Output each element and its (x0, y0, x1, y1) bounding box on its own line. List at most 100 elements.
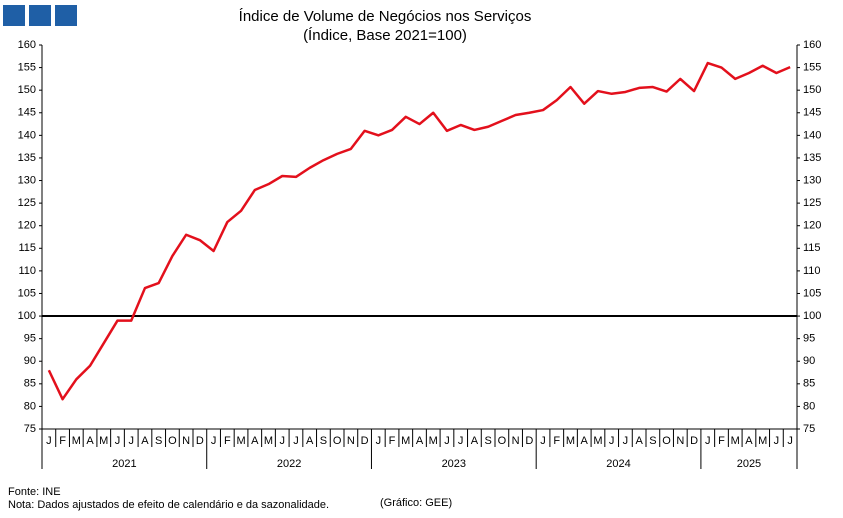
x-tick-label: M (401, 435, 410, 447)
y2-tick-label: 140 (803, 129, 821, 141)
x-tick-label: J (774, 435, 780, 447)
y-tick-label: 160 (18, 39, 36, 51)
year-label: 2025 (737, 458, 761, 470)
x-tick-label: N (512, 435, 520, 447)
y2-tick-label: 85 (803, 378, 815, 390)
y2-tick-label: 95 (803, 333, 815, 345)
x-tick-label: M (99, 435, 108, 447)
x-tick-label: M (593, 435, 602, 447)
note: Nota: Dados ajustados de efeito de calen… (8, 499, 329, 511)
x-tick-label: A (581, 435, 589, 447)
x-tick-label: F (553, 435, 560, 447)
x-tick-label: M (429, 435, 438, 447)
year-label: 2021 (112, 458, 136, 470)
x-tick-label: M (264, 435, 273, 447)
y2-tick-label: 75 (803, 423, 815, 435)
x-tick-label: S (649, 435, 656, 447)
x-tick-label: A (141, 435, 149, 447)
x-tick-label: D (361, 435, 369, 447)
x-tick-label: F (389, 435, 396, 447)
x-tick-label: D (525, 435, 533, 447)
y2-tick-label: 125 (803, 197, 821, 209)
y-tick-label: 95 (24, 333, 36, 345)
x-tick-label: J (609, 435, 615, 447)
x-tick-label: S (155, 435, 162, 447)
y2-tick-label: 115 (803, 242, 821, 254)
x-tick-label: M (731, 435, 740, 447)
x-tick-label: M (236, 435, 245, 447)
x-tick-label: S (484, 435, 491, 447)
x-tick-label: M (758, 435, 767, 447)
source: Fonte: INE (8, 486, 61, 498)
x-tick-label: J (458, 435, 464, 447)
y2-tick-label: 130 (803, 174, 821, 186)
x-tick-label: J (279, 435, 285, 447)
x-tick-label: O (662, 435, 671, 447)
x-tick-label: J (128, 435, 134, 447)
y-tick-label: 105 (18, 287, 36, 299)
credit: (Gráfico: GEE) (380, 497, 452, 509)
x-tick-label: O (333, 435, 342, 447)
y-tick-label: 90 (24, 355, 36, 367)
y2-tick-label: 105 (803, 287, 821, 299)
x-tick-label: F (224, 435, 231, 447)
y2-tick-label: 150 (803, 84, 821, 96)
y-tick-label: 100 (18, 310, 36, 322)
y-tick-label: 155 (18, 61, 36, 73)
y-tick-label: 150 (18, 84, 36, 96)
x-tick-label: J (293, 435, 299, 447)
y-tick-label: 115 (18, 242, 36, 254)
x-tick-label: O (168, 435, 177, 447)
x-tick-label: A (416, 435, 424, 447)
chart-title: Índice de Volume de Negócios nos Serviço… (239, 8, 532, 25)
x-tick-label: S (320, 435, 327, 447)
chart-subtitle: (Índice, Base 2021=100) (303, 27, 467, 44)
y-tick-label: 80 (24, 400, 36, 412)
x-tick-label: A (635, 435, 643, 447)
y2-tick-label: 155 (803, 61, 821, 73)
y-tick-label: 140 (18, 129, 36, 141)
y2-tick-label: 160 (803, 39, 821, 51)
y-tick-label: 85 (24, 378, 36, 390)
y-tick-label: 75 (24, 423, 36, 435)
x-tick-label: J (444, 435, 450, 447)
year-label: 2023 (442, 458, 466, 470)
x-tick-label: A (251, 435, 259, 447)
y2-tick-label: 135 (803, 152, 821, 164)
y2-tick-label: 110 (803, 265, 821, 277)
logo-block (55, 5, 77, 26)
year-label: 2022 (277, 458, 301, 470)
y-tick-label: 130 (18, 174, 36, 186)
x-tick-label: J (211, 435, 217, 447)
y2-tick-label: 90 (803, 355, 815, 367)
x-tick-label: F (718, 435, 725, 447)
y2-tick-label: 80 (803, 400, 815, 412)
x-tick-label: A (471, 435, 479, 447)
x-tick-label: N (676, 435, 684, 447)
x-tick-label: D (690, 435, 698, 447)
x-tick-label: A (745, 435, 753, 447)
logo-block (29, 5, 51, 26)
y-tick-label: 135 (18, 152, 36, 164)
y-tick-label: 125 (18, 197, 36, 209)
x-tick-label: M (72, 435, 81, 447)
x-tick-label: A (86, 435, 94, 447)
y-tick-label: 120 (18, 220, 36, 232)
y2-tick-label: 100 (803, 310, 821, 322)
x-tick-label: J (623, 435, 629, 447)
year-label: 2024 (606, 458, 630, 470)
x-tick-label: J (540, 435, 546, 447)
x-tick-label: J (46, 435, 52, 447)
y2-tick-label: 120 (803, 220, 821, 232)
y-tick-label: 145 (18, 107, 36, 119)
y-tick-label: 110 (18, 265, 36, 277)
logo-block (3, 5, 25, 26)
y2-tick-label: 145 (803, 107, 821, 119)
x-tick-label: N (182, 435, 190, 447)
x-tick-label: D (196, 435, 204, 447)
x-tick-label: A (306, 435, 314, 447)
x-tick-label: N (347, 435, 355, 447)
x-tick-label: J (787, 435, 793, 447)
x-tick-label: J (705, 435, 711, 447)
